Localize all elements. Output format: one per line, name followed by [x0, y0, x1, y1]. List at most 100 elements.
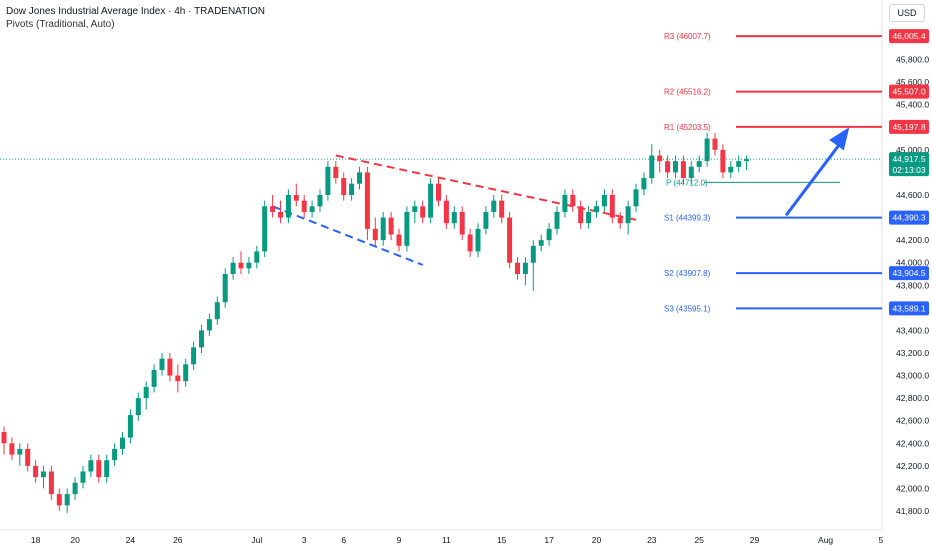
currency-button[interactable]: USD [889, 4, 925, 22]
y-tick-label: 44,200.0 [896, 235, 929, 245]
x-tick-label: 20 [70, 535, 80, 545]
candle-body [744, 159, 750, 162]
candle-body [199, 330, 204, 348]
pivot-label-p: P (44712.0) [666, 178, 708, 187]
projection-arrow-shaft[interactable] [784, 138, 845, 217]
candle-body [601, 195, 607, 207]
price-tag-r1 [889, 119, 929, 134]
candle-body [25, 448, 31, 466]
y-tick-label: 43,400.0 [896, 325, 929, 335]
pivot-label-r3: R3 (46007.7) [664, 32, 711, 41]
x-tick-label: 11 [442, 535, 451, 545]
candle-body [475, 228, 481, 252]
candle-body [88, 460, 94, 472]
candle-body [594, 206, 599, 212]
candle-body [325, 166, 331, 195]
y-tick-label: 41,800.0 [896, 506, 929, 516]
candle-body [80, 471, 86, 483]
candle-body [522, 262, 528, 274]
candle-body [262, 206, 268, 252]
candle-body [388, 217, 394, 235]
candle-body [641, 178, 647, 190]
candle-body [443, 200, 449, 224]
candle-body [1, 432, 7, 444]
candle-body [96, 460, 102, 478]
candle-body [135, 398, 141, 416]
candle-body [665, 161, 671, 173]
candle-body [317, 195, 323, 207]
price-tag-label-r2: 45,507.0 [892, 87, 925, 97]
candle-body [64, 494, 70, 506]
candle-body [617, 217, 623, 224]
candle-body [404, 211, 410, 246]
price-tag-s1 [889, 210, 929, 225]
indicator-label[interactable]: Pivots (Traditional, Auto) [6, 19, 115, 30]
y-tick-label: 42,600.0 [896, 416, 929, 426]
candle-body [491, 200, 497, 212]
candle-body [609, 195, 615, 218]
candle-body [341, 178, 347, 195]
y-tick-label: 42,800.0 [896, 393, 929, 403]
candle-body [127, 415, 133, 438]
y-tick-label: 42,000.0 [896, 483, 929, 493]
candle-body [254, 251, 260, 263]
price-tag-s3 [889, 301, 929, 316]
candle-body [483, 211, 489, 229]
candle-body [720, 149, 726, 173]
candle-body [222, 274, 228, 303]
candle-body [56, 494, 62, 506]
candle-body [246, 262, 252, 269]
y-tick-label: 45,000.0 [896, 145, 929, 155]
current-price-label: 44,917.5 [892, 154, 925, 164]
candle-body [112, 448, 118, 461]
projection-arrow-head[interactable] [829, 127, 850, 151]
price-tag-r3 [889, 29, 929, 44]
candle-body [562, 195, 568, 212]
candle-body [554, 211, 560, 229]
candle-body [41, 471, 46, 478]
candle-body [467, 234, 473, 252]
candle-body [633, 189, 639, 207]
pivot-label-s1: S1 (44399.3) [664, 214, 711, 223]
candle-body [33, 465, 39, 478]
candle-body [515, 262, 520, 274]
candle-body [349, 183, 355, 195]
pivot-label-s2: S2 (43907.8) [664, 269, 711, 278]
candle-body [17, 448, 23, 455]
candle-body [625, 206, 631, 224]
candle-body [238, 262, 244, 269]
x-tick-label: 3 [302, 535, 307, 545]
candle-body [143, 386, 149, 399]
candle-body [436, 183, 441, 201]
candle-body [657, 155, 663, 162]
candle-body [570, 195, 576, 207]
pivot-label-r1: R1 (45203.5) [664, 123, 711, 132]
y-tick-label: 44,600.0 [896, 190, 929, 200]
x-tick-label: 18 [31, 535, 41, 545]
x-tick-label: 25 [694, 535, 704, 545]
candle-body [649, 155, 655, 179]
candle-body [704, 138, 710, 162]
lower-channel-line[interactable] [272, 205, 424, 266]
x-tick-label: 26 [173, 535, 183, 545]
y-tick-label: 45,800.0 [896, 55, 929, 65]
candle-body [728, 166, 734, 173]
bar-countdown-label: 02:13:03 [892, 165, 925, 175]
candle-body [586, 211, 592, 224]
candle-body [380, 217, 386, 241]
candle-body [48, 471, 54, 495]
price-tag-s2 [889, 266, 929, 281]
candle-body [680, 161, 686, 179]
y-tick-label: 42,400.0 [896, 438, 929, 448]
x-tick-label: 17 [544, 535, 554, 545]
x-tick-label: Jul [251, 535, 262, 545]
candle-body [104, 460, 110, 478]
candle-body [120, 437, 125, 449]
candle-body [278, 211, 283, 218]
candle-body [183, 364, 189, 382]
x-tick-label: 20 [592, 535, 602, 545]
x-tick-label: 15 [497, 535, 507, 545]
x-tick-label: 23 [647, 535, 657, 545]
candle-body [688, 166, 694, 179]
